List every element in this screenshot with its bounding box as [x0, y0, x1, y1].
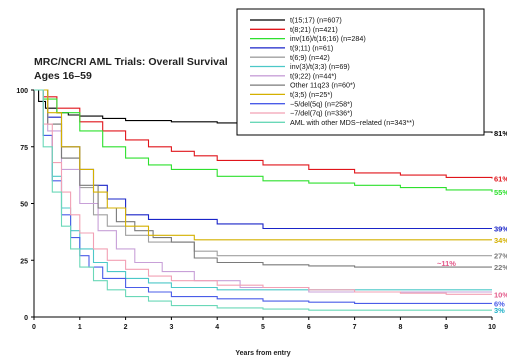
legend-label-7: Other 11q23 (n=60*) [290, 81, 355, 90]
legend-label-2: inv(16)/t(16;16) (n=284) [290, 34, 366, 43]
x-tick-label: 0 [32, 324, 36, 331]
x-tick-label: 5 [261, 324, 265, 331]
x-tick-label: 2 [124, 324, 128, 331]
end-label-10: 10% [494, 290, 507, 299]
series-line-10 [34, 89, 492, 295]
chart-title: MRC/NCRI AML Trials: Overall Survival [34, 56, 228, 68]
end-label-9: 6% [494, 299, 505, 308]
legend-label-4: t(6;9) (n=42) [290, 53, 330, 62]
series-line-8 [34, 89, 492, 241]
x-tick-label: 7 [353, 324, 357, 331]
x-tick-label: 8 [398, 324, 402, 331]
end-label-7: 22% [494, 263, 507, 272]
legend-label-1: t(8;21) (n=421) [290, 25, 338, 34]
series-line-2 [34, 89, 493, 193]
end-label-layer: 81% 61% 55% 39% 27% 22% 34% 6%10% 3% [494, 129, 507, 315]
legend-label-10: −7/del(7q) (n=336*) [290, 109, 352, 118]
legend-label-3: t(9;11) (n=61) [290, 44, 333, 53]
series-line-5 [34, 89, 492, 291]
x-tick-label: 9 [444, 324, 448, 331]
end-label-0: 81% [494, 129, 507, 138]
y-tick-label: 0 [24, 315, 28, 322]
series-layer [34, 89, 493, 311]
end-label-3: 39% [494, 224, 507, 233]
end-label-1: 61% [494, 175, 507, 184]
y-tick-label: 100 [16, 88, 28, 95]
end-label-4: 27% [494, 252, 507, 261]
series-line-7 [34, 89, 492, 268]
x-axis-title: Years from entry [235, 350, 290, 357]
x-tick-label: 3 [169, 324, 173, 331]
legend-label-8: t(3;5) (n=25*) [290, 90, 333, 99]
legend-label-6: t(9;22) (n=44*) [290, 71, 337, 80]
series-line-1 [34, 89, 493, 179]
end-label-8: 34% [494, 236, 507, 245]
legend-label-5: inv(3)/t(3;3) (n=69) [290, 62, 350, 71]
y-tick-label: 75 [20, 145, 28, 152]
x-tick-label: 4 [215, 324, 219, 331]
x-tick-label: 1 [78, 324, 82, 331]
series-line-11 [34, 89, 492, 311]
legend-label-0: t(15;17) (n=607) [290, 16, 342, 25]
legend-box [236, 8, 485, 136]
legend: t(15;17) (n=607)t(8;21) (n=421)inv(16)/t… [236, 8, 485, 136]
x-tick-label: 10 [488, 324, 496, 331]
y-tick-label: 25 [20, 258, 28, 265]
legend-label-9: −5/del(5q) (n=258*) [290, 99, 352, 108]
x-tick-label: 6 [307, 324, 311, 331]
legend-items: t(15;17) (n=607)t(8;21) (n=421)inv(16)/t… [250, 16, 414, 127]
chart-subtitle: Ages 16–59 [34, 70, 92, 82]
annotation-approx-11pct: ~11% [437, 259, 456, 268]
end-label-11: 3% [494, 306, 505, 315]
end-label-2: 55% [494, 188, 507, 197]
legend-label-11: AML with other MDS−related (n=343**) [290, 118, 414, 127]
y-tick-label: 50 [20, 202, 28, 209]
